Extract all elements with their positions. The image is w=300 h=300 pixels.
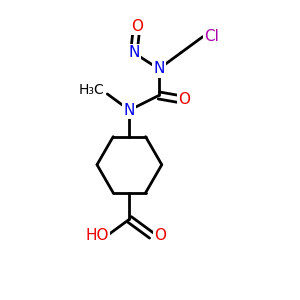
Text: HO: HO <box>85 228 109 243</box>
Text: N: N <box>153 61 164 76</box>
Text: N: N <box>128 45 140 60</box>
Text: H₃C: H₃C <box>78 83 104 98</box>
Text: Cl: Cl <box>204 29 219 44</box>
Text: O: O <box>154 228 166 243</box>
Text: N: N <box>124 103 135 118</box>
Text: O: O <box>131 19 143 34</box>
Text: O: O <box>178 92 190 107</box>
